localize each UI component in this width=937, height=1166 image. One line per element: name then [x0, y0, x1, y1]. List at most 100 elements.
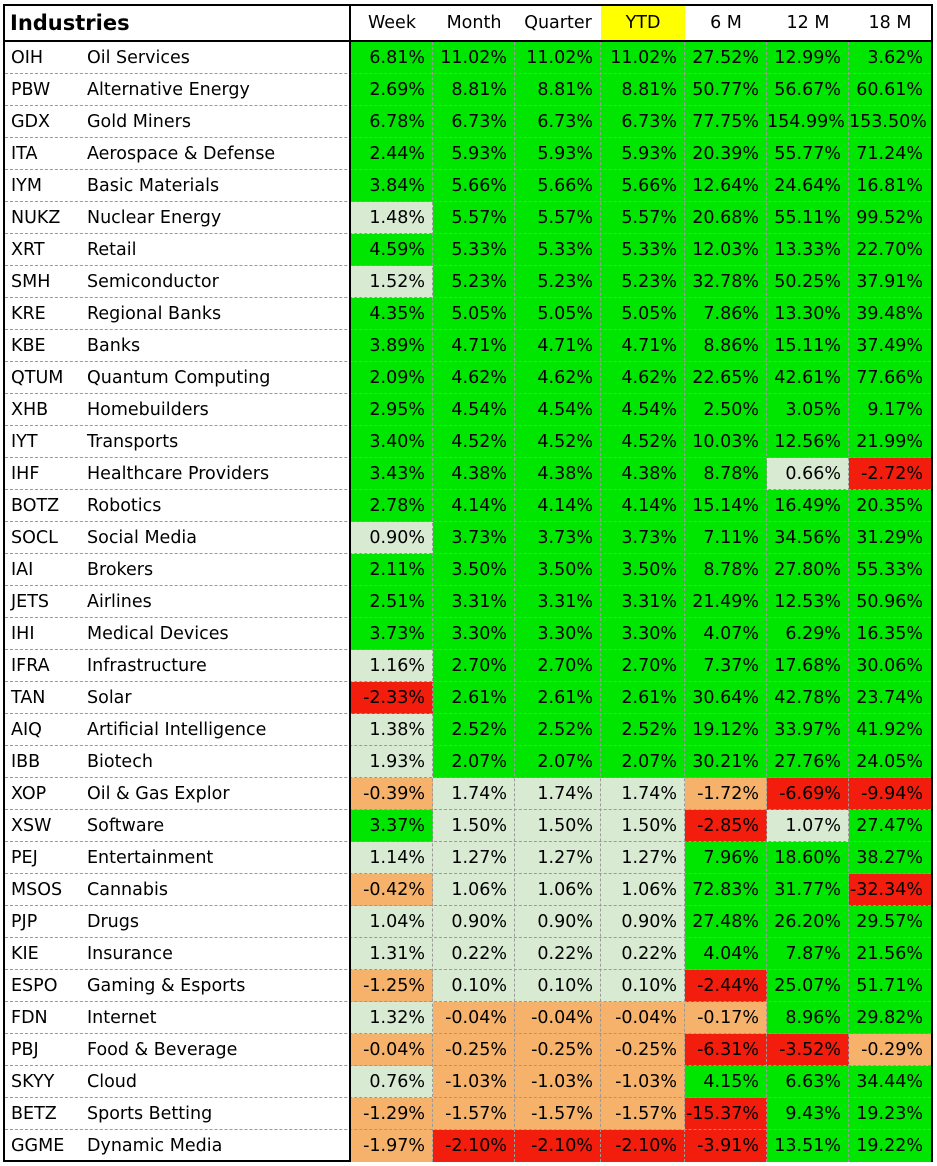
value-cell: 1.74% — [433, 778, 515, 810]
value-cell: 4.59% — [351, 234, 433, 266]
value-cell: 27.76% — [767, 746, 849, 778]
value-cell: 13.51% — [767, 1130, 849, 1162]
row-divider — [5, 617, 931, 618]
column-header: 18 M — [868, 13, 912, 33]
row-name: Regional Banks — [87, 304, 222, 324]
row-ticker: MSOS — [11, 880, 63, 900]
value-cell: 30.21% — [685, 746, 767, 778]
value-cell: 8.81% — [433, 74, 515, 106]
row-name: Gold Miners — [87, 112, 191, 132]
value-cell: -0.25% — [515, 1034, 601, 1066]
value-cell: 24.05% — [849, 746, 931, 778]
row-name: Sports Betting — [87, 1104, 213, 1124]
row-name: Dynamic Media — [87, 1136, 223, 1156]
row-divider — [5, 1129, 931, 1130]
value-cell: 4.71% — [433, 330, 515, 362]
row-name: Quantum Computing — [87, 368, 271, 388]
value-cell: 2.70% — [433, 650, 515, 682]
column-divider — [766, 42, 767, 1162]
value-cell: -6.69% — [767, 778, 849, 810]
value-cell: 5.05% — [515, 298, 601, 330]
row-ticker: GDX — [11, 112, 51, 132]
value-cell: 2.70% — [515, 650, 601, 682]
value-cell: 12.99% — [767, 42, 849, 74]
value-cell: 50.25% — [767, 266, 849, 298]
value-cell: 4.52% — [601, 426, 685, 458]
column-divider — [848, 42, 849, 1162]
value-cell: 6.81% — [351, 42, 433, 74]
value-cell: 8.81% — [601, 74, 685, 106]
row-ticker: ITA — [11, 144, 38, 164]
value-cell: -0.04% — [515, 1002, 601, 1034]
value-cell: 5.33% — [601, 234, 685, 266]
value-cell: 3.50% — [601, 554, 685, 586]
value-cell: 12.56% — [767, 426, 849, 458]
value-cell: 2.69% — [351, 74, 433, 106]
row-divider — [5, 1097, 931, 1098]
value-cell: -0.04% — [351, 1034, 433, 1066]
value-cell: 4.54% — [601, 394, 685, 426]
value-cell: 27.80% — [767, 554, 849, 586]
row-divider — [5, 137, 931, 138]
value-cell: 21.56% — [849, 938, 931, 970]
row-ticker: GGME — [11, 1136, 65, 1156]
row-name: Infrastructure — [87, 656, 207, 676]
value-cell: 3.84% — [351, 170, 433, 202]
value-cell: 31.77% — [767, 874, 849, 906]
value-cell: 6.73% — [433, 106, 515, 138]
value-cell: 4.52% — [515, 426, 601, 458]
value-cell: 4.14% — [433, 490, 515, 522]
row-divider — [5, 329, 931, 330]
value-cell: 1.38% — [351, 714, 433, 746]
row-divider — [5, 713, 931, 714]
row-name: Robotics — [87, 496, 162, 516]
row-name: Aerospace & Defense — [87, 144, 276, 164]
value-cell: -0.25% — [433, 1034, 515, 1066]
value-cell: 17.68% — [767, 650, 849, 682]
value-cell: 2.09% — [351, 362, 433, 394]
value-cell: 27.52% — [685, 42, 767, 74]
value-cell: 1.74% — [601, 778, 685, 810]
value-cell: -2.85% — [685, 810, 767, 842]
value-cell: 1.93% — [351, 746, 433, 778]
row-divider — [5, 265, 931, 266]
row-name: Banks — [87, 336, 141, 356]
row-divider — [5, 873, 931, 874]
row-ticker: PBJ — [11, 1040, 39, 1060]
value-cell: -1.29% — [351, 1098, 433, 1130]
value-cell: 4.62% — [515, 362, 601, 394]
value-cell: 27.48% — [685, 906, 767, 938]
value-cell: -0.42% — [351, 874, 433, 906]
value-cell: 4.07% — [685, 618, 767, 650]
value-cell: 3.31% — [433, 586, 515, 618]
value-cell: 11.02% — [515, 42, 601, 74]
row-name: Alternative Energy — [87, 80, 250, 100]
value-cell: 99.52% — [849, 202, 931, 234]
value-cell: 77.66% — [849, 362, 931, 394]
value-cell: 4.35% — [351, 298, 433, 330]
value-cell: -1.57% — [433, 1098, 515, 1130]
value-cell: 4.62% — [601, 362, 685, 394]
row-ticker: XOP — [11, 784, 47, 804]
value-cell: 4.15% — [685, 1066, 767, 1098]
value-cell: 4.38% — [433, 458, 515, 490]
value-cell: 1.06% — [601, 874, 685, 906]
row-divider — [5, 393, 931, 394]
value-cell: 1.06% — [515, 874, 601, 906]
row-divider — [5, 457, 931, 458]
value-cell: 0.10% — [601, 970, 685, 1002]
value-cell: 2.78% — [351, 490, 433, 522]
row-ticker: TAN — [11, 688, 46, 708]
row-divider — [5, 361, 931, 362]
value-cell: 2.61% — [515, 682, 601, 714]
row-ticker: KIE — [11, 944, 39, 964]
value-cell: 1.48% — [351, 202, 433, 234]
row-ticker: ESPO — [11, 976, 58, 996]
value-cell: 5.93% — [601, 138, 685, 170]
row-name: Semiconductor — [87, 272, 219, 292]
value-cell: 15.14% — [685, 490, 767, 522]
value-cell: 42.78% — [767, 682, 849, 714]
value-cell: 56.67% — [767, 74, 849, 106]
value-cell: -1.03% — [601, 1066, 685, 1098]
value-cell: 7.96% — [685, 842, 767, 874]
